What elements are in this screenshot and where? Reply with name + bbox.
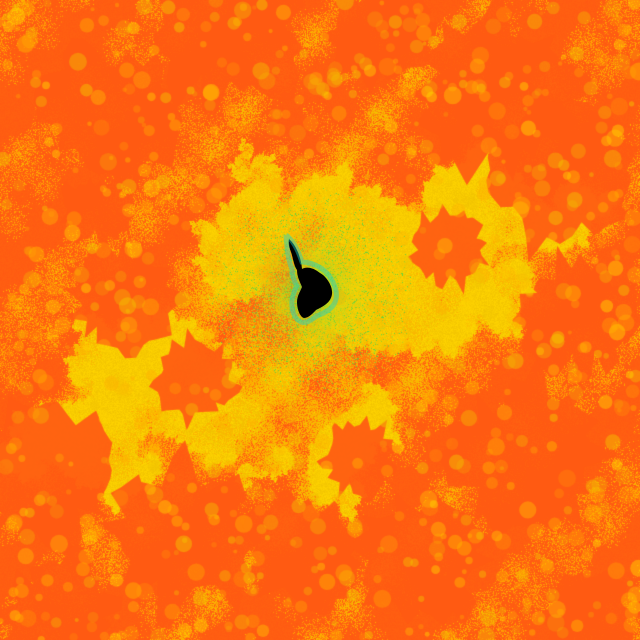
fractal-canvas [0, 0, 640, 640]
